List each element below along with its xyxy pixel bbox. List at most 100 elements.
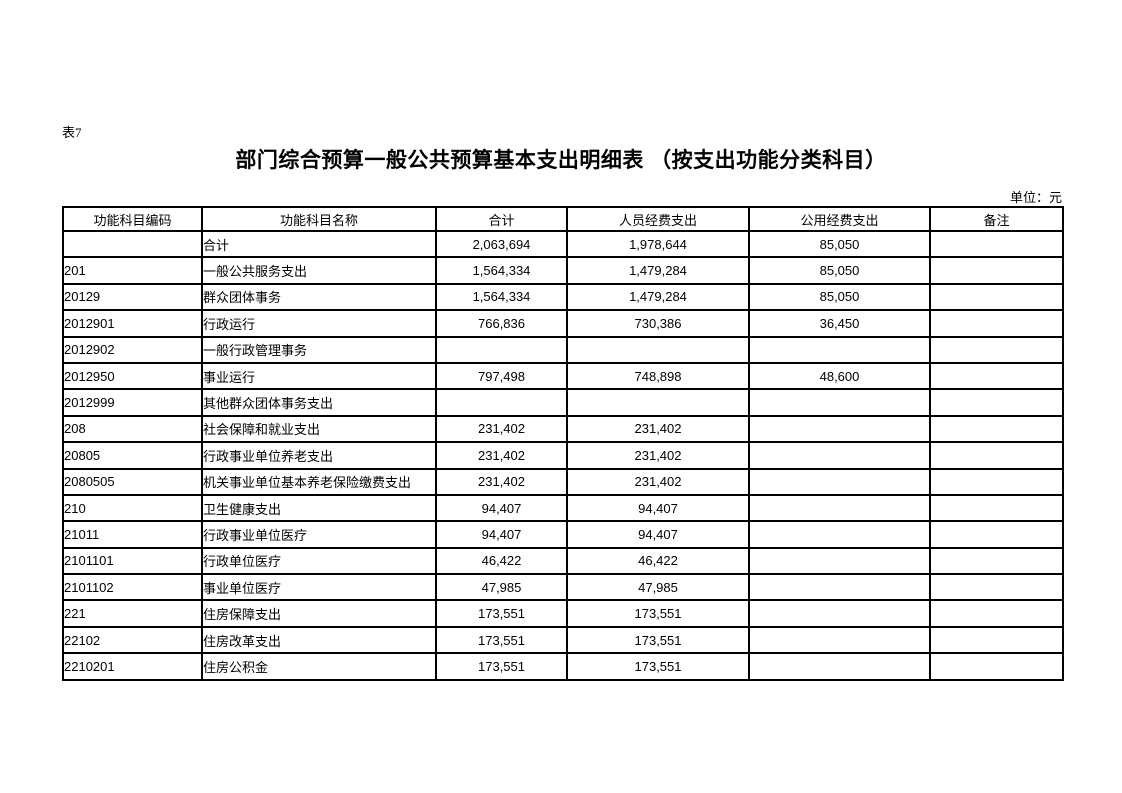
name-cell: 事业运行 bbox=[201, 361, 437, 391]
total-cell: 47,985 bbox=[435, 573, 568, 602]
public-cell: 85,050 bbox=[748, 282, 931, 312]
page-title: 部门综合预算一般公共预算基本支出明细表 （按支出功能分类科目） bbox=[235, 149, 887, 172]
name-cell: 一般公共服务支出 bbox=[201, 256, 437, 285]
code-cell: 2101102 bbox=[62, 573, 203, 602]
public-cell bbox=[748, 652, 931, 681]
name-cell: 住房公积金 bbox=[201, 652, 437, 681]
total-cell: 173,551 bbox=[435, 652, 568, 681]
note-cell bbox=[929, 282, 1064, 312]
column-header-name: 功能科目名称 bbox=[201, 206, 437, 232]
total-cell: 797,498 bbox=[435, 361, 568, 391]
public-cell: 85,050 bbox=[748, 256, 931, 285]
public-cell bbox=[748, 625, 931, 655]
total-cell: 94,407 bbox=[435, 493, 568, 523]
column-header-total: 合计 bbox=[435, 206, 568, 232]
name-cell: 其他群众团体事务支出 bbox=[201, 388, 437, 417]
note-cell bbox=[929, 335, 1064, 364]
total-cell bbox=[435, 335, 568, 364]
public-cell bbox=[748, 441, 931, 470]
code-cell: 2012901 bbox=[62, 309, 203, 338]
code-cell: 201 bbox=[62, 256, 203, 285]
note-cell bbox=[929, 546, 1064, 576]
name-cell: 机关事业单位基本养老保险缴费支出 bbox=[201, 467, 437, 496]
note-cell bbox=[929, 493, 1064, 523]
note-cell bbox=[929, 388, 1064, 417]
table-row: 221 住房保障支出 173,551 173,551 bbox=[62, 599, 1064, 628]
table-row: 合计 2,063,694 1,978,644 85,050 bbox=[62, 229, 1064, 259]
note-cell bbox=[929, 652, 1064, 681]
public-cell bbox=[748, 573, 931, 602]
column-header-personnel: 人员经费支出 bbox=[566, 206, 750, 232]
personnel-cell: 748,898 bbox=[566, 361, 750, 391]
code-cell: 22102 bbox=[62, 625, 203, 655]
public-cell bbox=[748, 520, 931, 549]
name-cell: 住房改革支出 bbox=[201, 625, 437, 655]
note-cell bbox=[929, 309, 1064, 338]
personnel-cell bbox=[566, 335, 750, 364]
public-cell: 48,600 bbox=[748, 361, 931, 391]
note-cell bbox=[929, 414, 1064, 444]
public-cell bbox=[748, 493, 931, 523]
table-row: 2101101 行政单位医疗 46,422 46,422 bbox=[62, 546, 1064, 576]
code-cell: 20805 bbox=[62, 441, 203, 470]
public-cell: 85,050 bbox=[748, 229, 931, 259]
name-cell: 合计 bbox=[201, 229, 437, 259]
note-cell bbox=[929, 256, 1064, 285]
column-header-code: 功能科目编码 bbox=[62, 206, 203, 232]
code-cell: 2080505 bbox=[62, 467, 203, 496]
table-row: 2210201 住房公积金 173,551 173,551 bbox=[62, 652, 1064, 681]
table-row: 2080505 机关事业单位基本养老保险缴费支出 231,402 231,402 bbox=[62, 467, 1064, 496]
code-cell: 2210201 bbox=[62, 652, 203, 681]
name-cell: 卫生健康支出 bbox=[201, 493, 437, 523]
total-cell: 231,402 bbox=[435, 441, 568, 470]
total-cell: 1,564,334 bbox=[435, 282, 568, 312]
personnel-cell: 173,551 bbox=[566, 625, 750, 655]
personnel-cell bbox=[566, 388, 750, 417]
total-cell: 173,551 bbox=[435, 625, 568, 655]
note-cell bbox=[929, 361, 1064, 391]
total-cell bbox=[435, 388, 568, 417]
table-row: 20129 群众团体事务 1,564,334 1,479,284 85,050 bbox=[62, 282, 1064, 312]
code-cell: 2012999 bbox=[62, 388, 203, 417]
public-cell bbox=[748, 599, 931, 628]
personnel-cell: 173,551 bbox=[566, 599, 750, 628]
code-cell: 221 bbox=[62, 599, 203, 628]
note-cell bbox=[929, 599, 1064, 628]
table-row: 210 卫生健康支出 94,407 94,407 bbox=[62, 493, 1064, 523]
personnel-cell: 1,479,284 bbox=[566, 282, 750, 312]
column-header-public: 公用经费支出 bbox=[748, 206, 931, 232]
name-cell: 一般行政管理事务 bbox=[201, 335, 437, 364]
total-cell: 2,063,694 bbox=[435, 229, 568, 259]
note-cell bbox=[929, 441, 1064, 470]
table-row: 20805 行政事业单位养老支出 231,402 231,402 bbox=[62, 441, 1064, 470]
public-cell bbox=[748, 414, 931, 444]
personnel-cell: 94,407 bbox=[566, 520, 750, 549]
public-cell bbox=[748, 388, 931, 417]
name-cell: 行政事业单位医疗 bbox=[201, 520, 437, 549]
note-cell bbox=[929, 625, 1064, 655]
code-cell: 20129 bbox=[62, 282, 203, 312]
public-cell bbox=[748, 467, 931, 496]
total-cell: 231,402 bbox=[435, 467, 568, 496]
personnel-cell: 173,551 bbox=[566, 652, 750, 681]
note-cell bbox=[929, 467, 1064, 496]
name-cell: 行政事业单位养老支出 bbox=[201, 441, 437, 470]
code-cell: 208 bbox=[62, 414, 203, 444]
personnel-cell: 231,402 bbox=[566, 467, 750, 496]
public-cell: 36,450 bbox=[748, 309, 931, 338]
personnel-cell: 231,402 bbox=[566, 414, 750, 444]
name-cell: 行政单位医疗 bbox=[201, 546, 437, 576]
budget-table: 功能科目编码 功能科目名称 合计 人员经费支出 公用经费支出 备注 合计 2,0… bbox=[62, 206, 1064, 681]
personnel-cell: 94,407 bbox=[566, 493, 750, 523]
table-header-row: 功能科目编码 功能科目名称 合计 人员经费支出 公用经费支出 备注 bbox=[62, 206, 1064, 232]
table-row: 2012902 一般行政管理事务 bbox=[62, 335, 1064, 364]
total-cell: 94,407 bbox=[435, 520, 568, 549]
unit-note: 单位：元 bbox=[1009, 190, 1062, 205]
personnel-cell: 47,985 bbox=[566, 573, 750, 602]
personnel-cell: 231,402 bbox=[566, 441, 750, 470]
name-cell: 住房保障支出 bbox=[201, 599, 437, 628]
note-cell bbox=[929, 520, 1064, 549]
table-row: 208 社会保障和就业支出 231,402 231,402 bbox=[62, 414, 1064, 444]
total-cell: 46,422 bbox=[435, 546, 568, 576]
